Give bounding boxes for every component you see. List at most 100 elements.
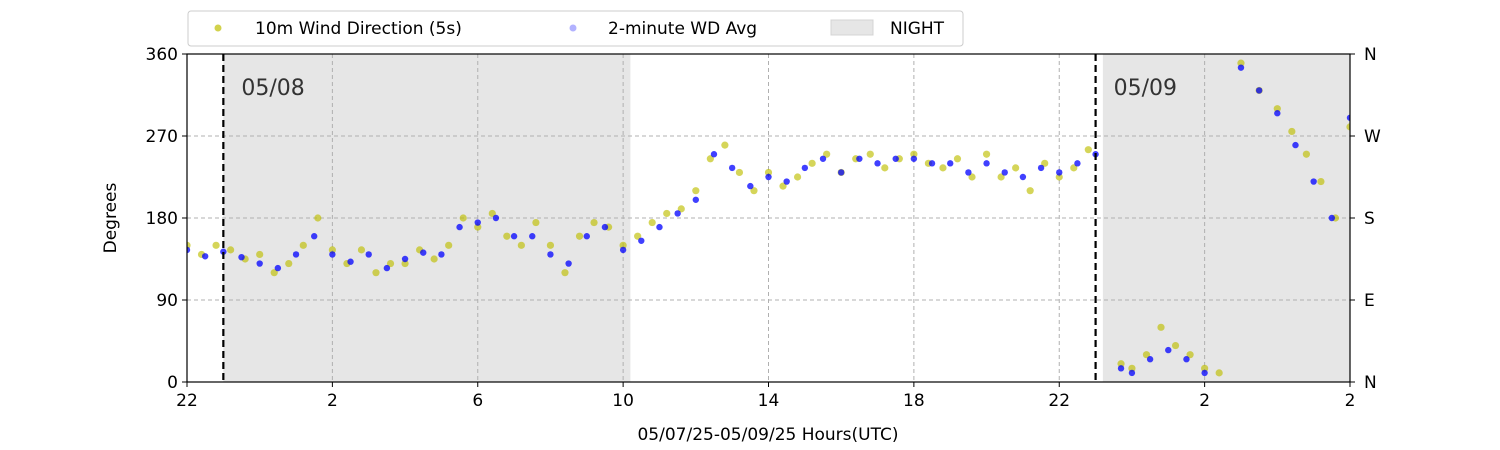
wind-direction-point: [1026, 187, 1034, 195]
wd-avg-point: [1292, 141, 1299, 149]
wd-avg-point: [1328, 214, 1336, 222]
wd-avg-point: [1456, 324, 1462, 330]
wd-avg-point: [1074, 160, 1081, 167]
wind-direction-point: [314, 214, 322, 222]
wind-direction-point: [1215, 369, 1223, 377]
wd-avg-point: [1492, 365, 1498, 371]
wd-avg-point: [311, 233, 318, 240]
wind-direction-point: [1448, 351, 1455, 358]
compass-tick-label: N: [1364, 45, 1377, 65]
wind-direction-point: [997, 173, 1005, 181]
wd-avg-point: [583, 233, 590, 240]
wind-direction-point: [372, 269, 380, 277]
wind-direction-point: [590, 218, 598, 227]
wind-direction-point: [357, 246, 366, 254]
wind-direction-point: [1434, 287, 1441, 294]
wd-avg-point: [365, 251, 372, 258]
wd-avg-point: [947, 160, 954, 167]
x-tick-label: 18: [903, 391, 925, 411]
wind-direction-point: [227, 246, 235, 254]
wind-direction-point: [1302, 150, 1310, 158]
wd-avg-point: [892, 155, 899, 162]
compass-tick-label: S: [1364, 209, 1375, 229]
wd-avg-point: [1419, 333, 1425, 339]
wd-avg-point: [1128, 369, 1136, 377]
wd-avg-point: [510, 233, 518, 240]
wind-direction-point: [706, 155, 714, 163]
wd-avg-point: [601, 223, 609, 231]
wind-direction-point: [968, 173, 976, 181]
wd-avg-point: [1365, 78, 1371, 84]
x-tick-label: 2: [327, 391, 338, 411]
wind-direction-point: [1492, 360, 1499, 367]
legend-label-night: NIGHT: [890, 19, 945, 39]
wind-direction-point: [1237, 59, 1245, 67]
wd-avg-point: [1056, 169, 1063, 176]
wd-avg-point: [1474, 60, 1480, 66]
wind-direction-point: [430, 255, 438, 263]
wind-direction-point: [692, 187, 700, 195]
wd-avg-point: [765, 173, 772, 181]
x-tick-label: 2: [1199, 391, 1210, 411]
wd-avg-point: [801, 164, 809, 172]
compass-tick-label: W: [1364, 127, 1381, 147]
wind-direction-point: [1273, 105, 1281, 113]
wind-direction-point: [1055, 173, 1063, 181]
wd-avg-point: [747, 182, 754, 190]
wd-avg-point: [1438, 361, 1444, 367]
wd-avg-point: [438, 251, 445, 258]
wind-direction-point: [474, 223, 482, 231]
wind-direction-point: [793, 173, 802, 181]
x-axis-label: 05/07/25-05/09/25 Hours(UTC): [637, 425, 898, 445]
x-tick-label: 6: [472, 391, 483, 411]
wind-direction-point: [750, 187, 758, 195]
y-tick-label: 270: [146, 127, 178, 147]
wd-avg-point: [1165, 346, 1172, 354]
wind-direction-point: [1084, 146, 1092, 154]
wind-direction-point: [1142, 351, 1151, 359]
day-boundary-layer: 05/08 05/09: [222, 54, 1177, 382]
y-axis-label: Degrees: [101, 182, 121, 253]
wind-direction-point: [910, 150, 918, 158]
wind-direction-point: [1157, 323, 1165, 331]
wd-avg-point: [1310, 178, 1317, 185]
wd-avg-point: [1183, 356, 1190, 363]
wd-avg-point: [1401, 324, 1407, 330]
wd-avg-point: [383, 264, 391, 272]
x-tick-label: 22: [176, 391, 198, 411]
wind-direction-point: [1128, 364, 1136, 372]
wind-direction-point: [881, 164, 889, 172]
wind-direction-point: [401, 259, 409, 268]
wind-direction-point: [575, 232, 584, 240]
wind-direction-point: [619, 241, 627, 249]
wd-avg-point: [1346, 114, 1350, 121]
wd-avg-point: [292, 251, 300, 258]
wind-direction-point: [1041, 159, 1049, 167]
x-tick-label: 14: [758, 391, 780, 411]
wd-avg-point: [910, 155, 918, 162]
wd-avg-point: [783, 178, 790, 185]
wd-avg-point: [420, 249, 427, 256]
wind-direction-point: [764, 168, 773, 177]
wind-direction-point: [328, 246, 336, 254]
wind-direction-point: [1361, 87, 1368, 94]
wind-direction-point: [285, 259, 293, 268]
compass-tick-label: E: [1364, 291, 1375, 311]
wd-avg-point: [965, 169, 972, 176]
y-tick-label: 360: [146, 45, 178, 65]
wd-avg-point: [928, 160, 936, 167]
wind-direction-point: [459, 214, 467, 222]
wind-direction-point: [721, 141, 729, 149]
wind-direction-point: [1186, 351, 1194, 359]
legend: 10m Wind Direction (5s) 2-minute WD Avg …: [187, 10, 964, 47]
wd-avg-point: [1146, 356, 1154, 363]
wd-avg-point: [201, 253, 209, 260]
wind-direction-point: [1375, 64, 1382, 71]
wd-avg-point: [401, 255, 409, 263]
wind-direction-point: [939, 164, 947, 172]
wd-avg-point: [692, 196, 700, 203]
wind-direction-point: [1288, 127, 1296, 136]
wind-direction-point: [808, 159, 816, 167]
y-tick-label: 90: [156, 291, 178, 311]
